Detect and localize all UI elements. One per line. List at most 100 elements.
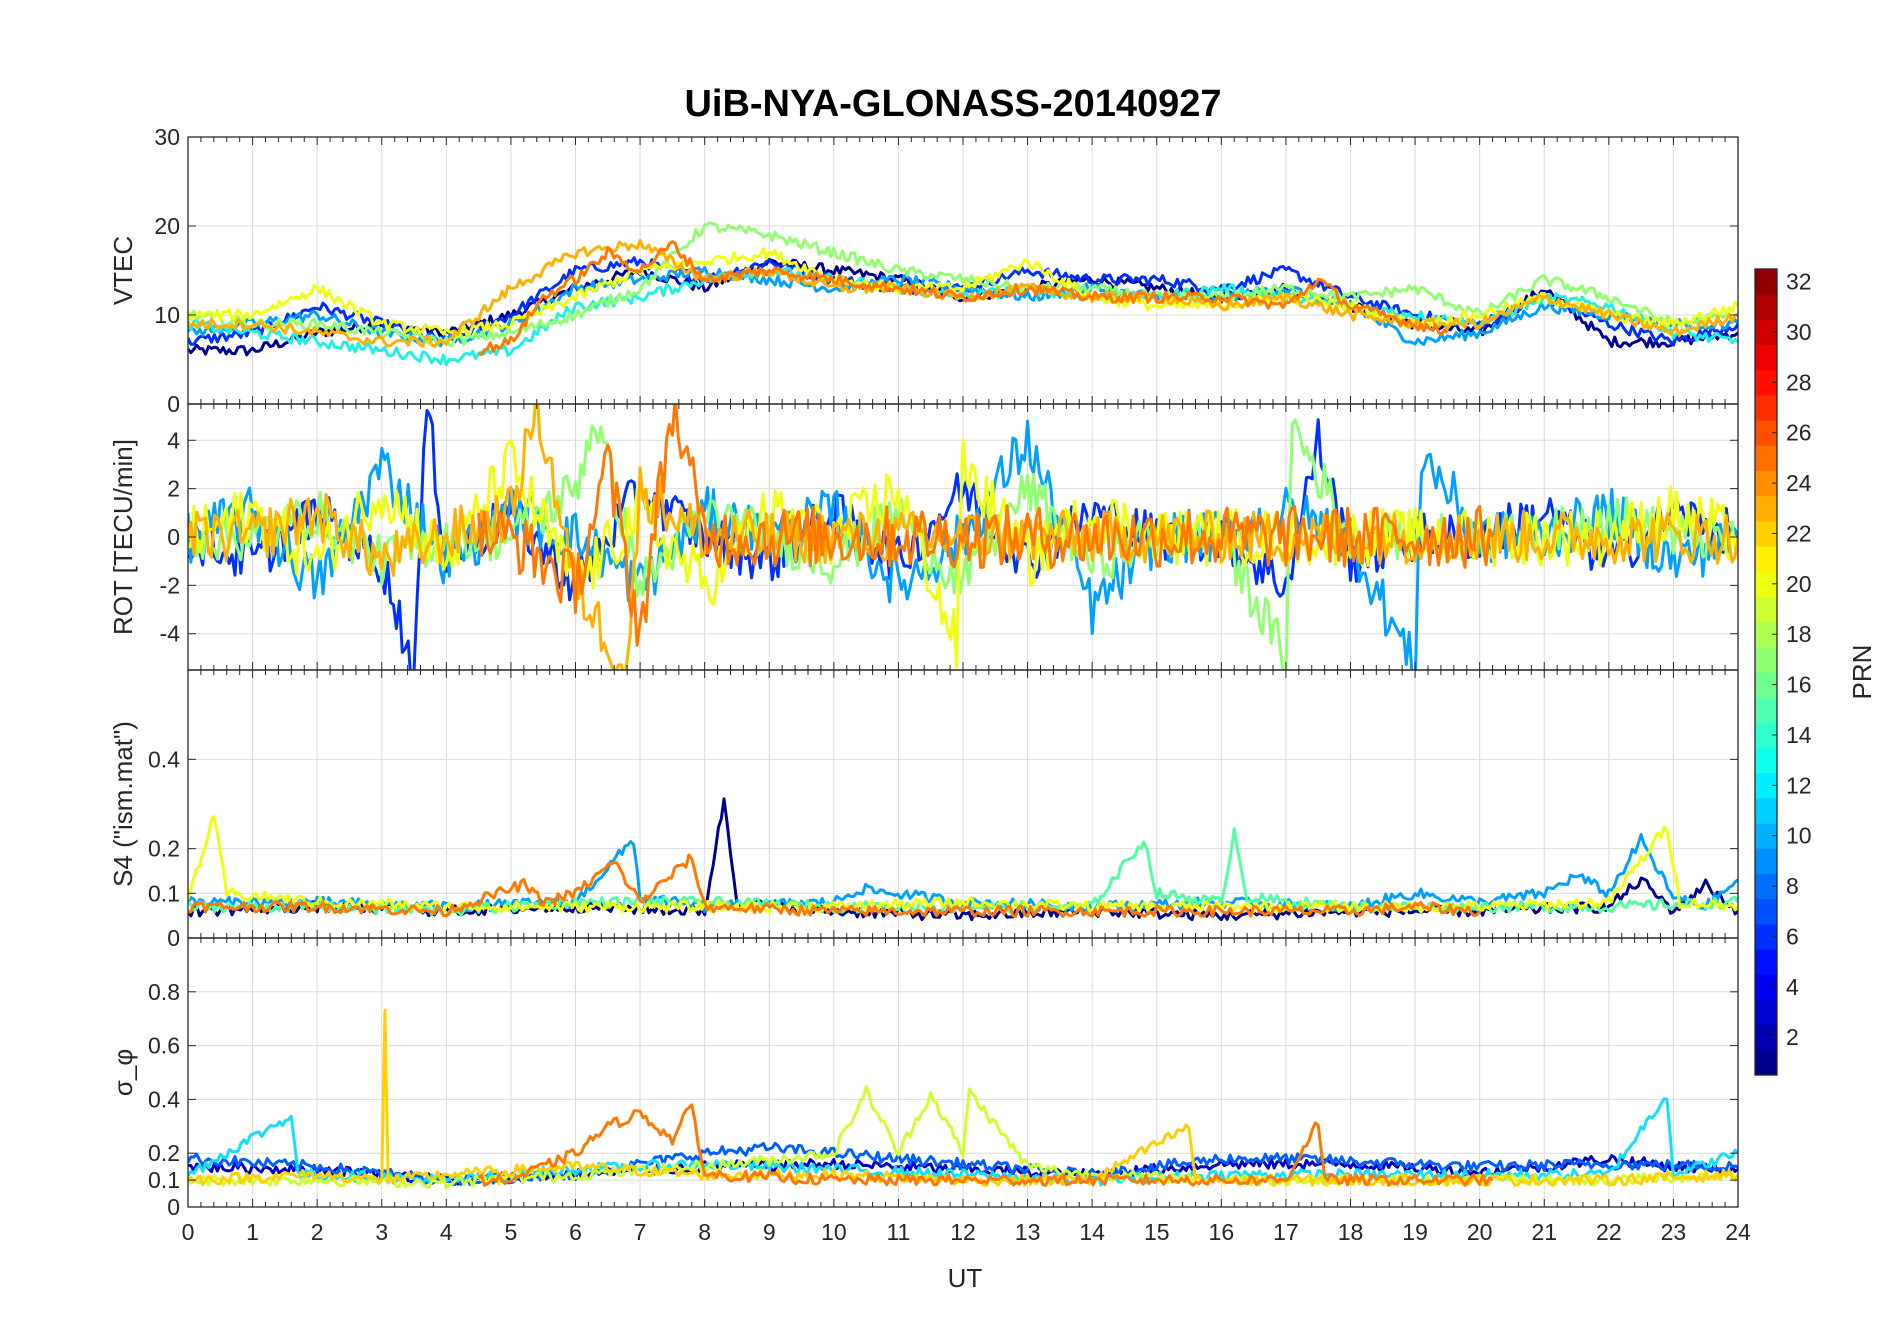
colorbar-frame	[1754, 268, 1778, 1076]
y-tick-label: -4	[160, 621, 181, 647]
colorbar-tick-label: 12	[1786, 772, 1812, 798]
series-group	[188, 1008, 1738, 1190]
y-tick-label: 0.6	[148, 1033, 180, 1059]
x-tick-label: 6	[569, 1219, 582, 1245]
colorbar-segment	[1755, 898, 1777, 925]
colorbar-segment	[1755, 571, 1777, 597]
y-tick-label: 0.8	[148, 979, 180, 1005]
series-line-prn-25	[478, 240, 1449, 356]
y-tick-label: -2	[160, 572, 180, 598]
y-axis-label: VTEC	[108, 236, 138, 305]
x-tick-label: 4	[440, 1219, 453, 1245]
x-tick-label: 19	[1402, 1219, 1428, 1245]
colorbar-tick-label: 16	[1786, 672, 1812, 698]
x-tick-label: 5	[505, 1219, 518, 1245]
colorbar-tick-label: 18	[1786, 621, 1812, 647]
series-line-prn-20	[188, 815, 1738, 914]
colorbar-segment	[1755, 495, 1777, 522]
series-line-prn-20	[188, 247, 1738, 338]
colorbar-segment	[1755, 344, 1777, 371]
y-tick-label: 4	[167, 427, 180, 453]
x-tick-label: 24	[1725, 1219, 1751, 1245]
colorbar-tick-label: 32	[1786, 269, 1812, 295]
colorbar-segment	[1755, 294, 1777, 320]
colorbar-segment	[1755, 672, 1777, 698]
colorbar-segment	[1755, 923, 1777, 950]
x-tick-label: 8	[698, 1219, 711, 1245]
colorbar-segment	[1755, 394, 1777, 421]
colorbar-tick-label: 30	[1786, 319, 1812, 345]
colorbar-segment	[1755, 520, 1777, 547]
x-tick-label: 1	[246, 1219, 259, 1245]
series-line-prn-23	[188, 404, 1738, 670]
colorbar-segment	[1755, 873, 1777, 900]
series-line-prn-10	[188, 419, 1738, 670]
panel-rot: -4 -2 0 2 4 ROT [TECU/min]	[108, 403, 1739, 671]
colorbar-tick-label: 28	[1786, 369, 1812, 395]
x-tick-label: 15	[1144, 1219, 1170, 1245]
colorbar-segment	[1755, 747, 1777, 774]
y-axis-label: ROT [TECU/min]	[108, 439, 138, 635]
colorbar-tick-label: 20	[1786, 571, 1812, 597]
colorbar-tick-label: 24	[1786, 470, 1812, 496]
y-tick-label: 20	[154, 213, 180, 239]
colorbar-label: PRN	[1847, 645, 1877, 700]
colorbar-segment	[1755, 445, 1777, 471]
colorbar-segment	[1755, 596, 1777, 623]
colorbar-segment	[1755, 772, 1777, 799]
y-tick-label: 30	[154, 124, 180, 150]
colorbar-segment	[1755, 1049, 1777, 1076]
y-tick-label: 0.2	[148, 836, 180, 862]
y-tick-label: 0	[167, 925, 180, 951]
colorbar-segment	[1755, 797, 1777, 824]
colorbar-tick-label: 22	[1786, 520, 1812, 546]
x-tick-label: 0	[182, 1219, 195, 1245]
x-tick-label: 12	[950, 1219, 976, 1245]
colorbar-segment	[1755, 697, 1777, 723]
colorbar-segment	[1755, 269, 1777, 295]
series-line-prn-5	[188, 409, 1738, 670]
x-tick-label: 23	[1661, 1219, 1687, 1245]
colorbar-segment	[1755, 369, 1777, 396]
x-tick-label: 2	[311, 1219, 324, 1245]
colorbar-tick-label: 26	[1786, 420, 1812, 446]
colorbar-segment	[1755, 823, 1777, 849]
series-line-prn-25	[477, 404, 1494, 647]
y-tick-label: 0.1	[148, 1167, 180, 1193]
series-line-prn-10	[188, 833, 1738, 914]
colorbar-segment	[1755, 999, 1777, 1026]
y-tick-label: 0.4	[148, 746, 180, 772]
y-axis-label: S4 ("ism.mat")	[108, 721, 138, 887]
y-tick-label: 0	[167, 391, 180, 417]
colorbar-tick-label: 2	[1786, 1024, 1799, 1050]
colorbar-tick-label: 10	[1786, 823, 1812, 849]
colorbar-segment	[1755, 420, 1777, 446]
x-tick-label: 7	[634, 1219, 647, 1245]
series-line-prn-17	[188, 221, 1738, 348]
y-tick-label: 0	[167, 524, 180, 550]
colorbar-segment	[1755, 319, 1777, 346]
panel-s4: 0 0.1 0.2 0.4 S4 ("ism.mat")	[108, 669, 1739, 951]
series-line-prn-25	[188, 853, 1481, 918]
panel-sigma_phi: 00.10.2 0.4 0.6 0.8 σ_φ	[108, 937, 1739, 1220]
series-group	[188, 221, 1738, 366]
y-tick-label: 2	[167, 476, 180, 502]
colorbar-tick-label: 14	[1786, 722, 1812, 748]
y-tick-label: 0.2	[148, 1140, 180, 1166]
x-tick-label: 17	[1273, 1219, 1299, 1245]
colorbar-segment	[1755, 1024, 1777, 1051]
y-tick-label: 0.4	[148, 1086, 180, 1112]
colorbar-segment	[1755, 621, 1777, 648]
y-tick-label: 10	[154, 302, 180, 328]
y-axis-label: σ_φ	[108, 1049, 138, 1096]
y-tick-label: 0	[167, 1194, 180, 1220]
x-tick-label: 16	[1209, 1219, 1235, 1245]
colorbar-tick-label: 4	[1786, 974, 1799, 1000]
colorbar-tick-label: 8	[1786, 873, 1799, 899]
y-tick-label: 0.1	[148, 880, 180, 906]
colorbar-segment	[1755, 848, 1777, 874]
x-axis-label: UT	[948, 1263, 983, 1293]
